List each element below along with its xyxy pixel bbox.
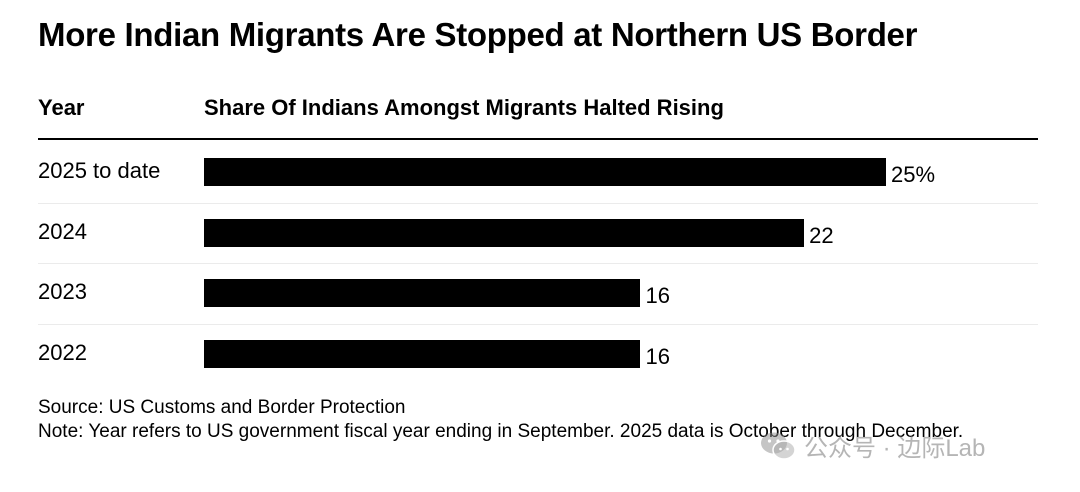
year-label: 2023 bbox=[38, 279, 87, 305]
bar bbox=[204, 158, 886, 187]
chart-title: More Indian Migrants Are Stopped at Nort… bbox=[38, 16, 918, 53]
bar-value-label: 22 bbox=[809, 222, 834, 248]
year-label: 2024 bbox=[38, 218, 87, 244]
column-header-year: Year bbox=[38, 95, 85, 120]
column-header-share: Share Of Indians Amongst Migrants Halted… bbox=[204, 95, 724, 120]
wechat-icon bbox=[760, 431, 796, 461]
fiscal-year-note: Note: Year refers to US government fisca… bbox=[38, 421, 964, 442]
bar-value-label: 25% bbox=[891, 162, 936, 188]
year-label: 2022 bbox=[38, 339, 87, 365]
bar bbox=[204, 218, 805, 247]
watermark: 公众号 · 边际Lab bbox=[760, 428, 985, 463]
row-separator bbox=[38, 202, 1038, 204]
row-separator bbox=[38, 263, 1038, 264]
footer: Source: US Customs and Border Protection… bbox=[38, 396, 998, 444]
row-separator bbox=[38, 323, 1038, 325]
bar-value-label: 16 bbox=[645, 343, 670, 369]
bar-value-label: 16 bbox=[645, 283, 670, 309]
header-rule bbox=[38, 138, 1038, 140]
watermark-text: 公众号 · 边际Lab bbox=[804, 435, 986, 462]
source-note: Source: US Customs and Border Protection bbox=[38, 397, 406, 418]
year-label: 2025 to date bbox=[38, 158, 161, 184]
bar bbox=[204, 339, 641, 368]
bar bbox=[204, 279, 641, 308]
